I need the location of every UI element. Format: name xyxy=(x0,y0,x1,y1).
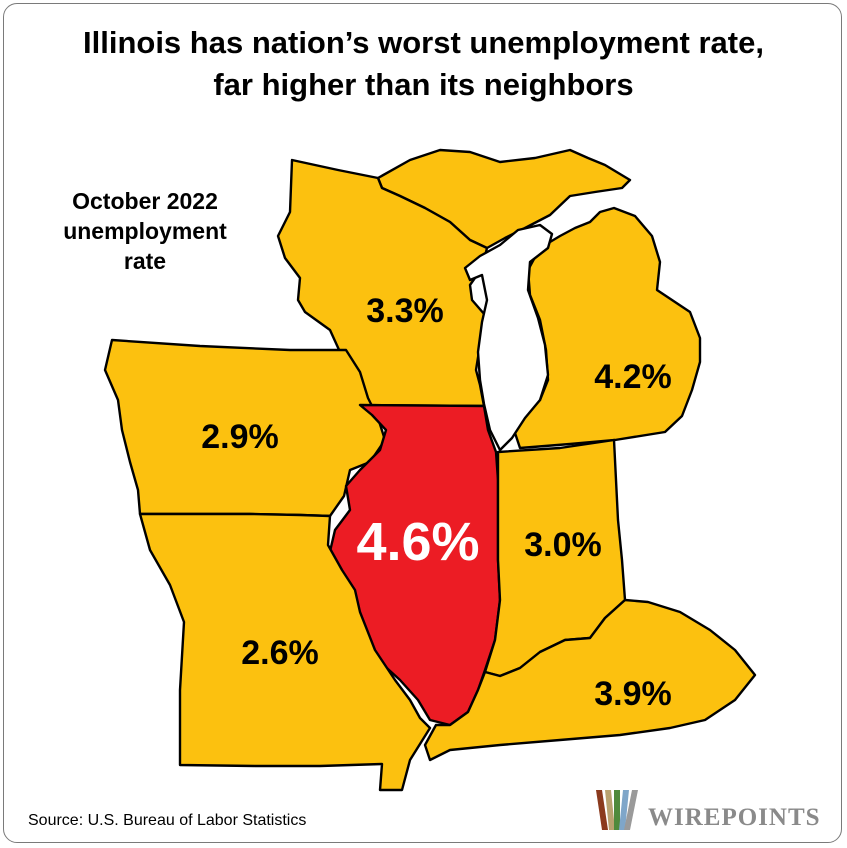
page-title: Illinois has nation’s worst unemployment… xyxy=(0,22,847,106)
value-label-michigan: 4.2% xyxy=(594,358,672,396)
map-subtitle: October 2022 unemployment rate xyxy=(40,186,250,276)
title-line-1: Illinois has nation’s worst unemployment… xyxy=(83,25,764,60)
subtitle-line-2: unemployment xyxy=(63,218,227,244)
state-iowa xyxy=(103,338,387,518)
value-label-wisconsin: 3.3% xyxy=(366,292,444,330)
value-label-kentucky: 3.9% xyxy=(594,675,672,713)
subtitle-line-3: rate xyxy=(123,248,167,274)
value-label-missouri: 2.6% xyxy=(241,634,319,672)
value-label-indiana: 3.0% xyxy=(524,526,602,564)
state-kentucky xyxy=(423,598,757,762)
title-line-2: far higher than its neighbors xyxy=(213,67,634,102)
wirepoints-logo-icon xyxy=(596,790,638,830)
source-note: Source: U.S. Bureau of Labor Statistics xyxy=(28,812,307,829)
wirepoints-logo-text: WIREPOINTS xyxy=(648,804,821,831)
state-missouri xyxy=(138,512,432,792)
value-label-illinois: 4.6% xyxy=(356,512,479,572)
subtitle-line-1: October 2022 xyxy=(72,188,218,214)
value-label-iowa: 2.9% xyxy=(201,418,279,456)
wirepoints-logo: WIREPOINTS xyxy=(588,784,833,836)
lake-michigan xyxy=(463,223,554,452)
